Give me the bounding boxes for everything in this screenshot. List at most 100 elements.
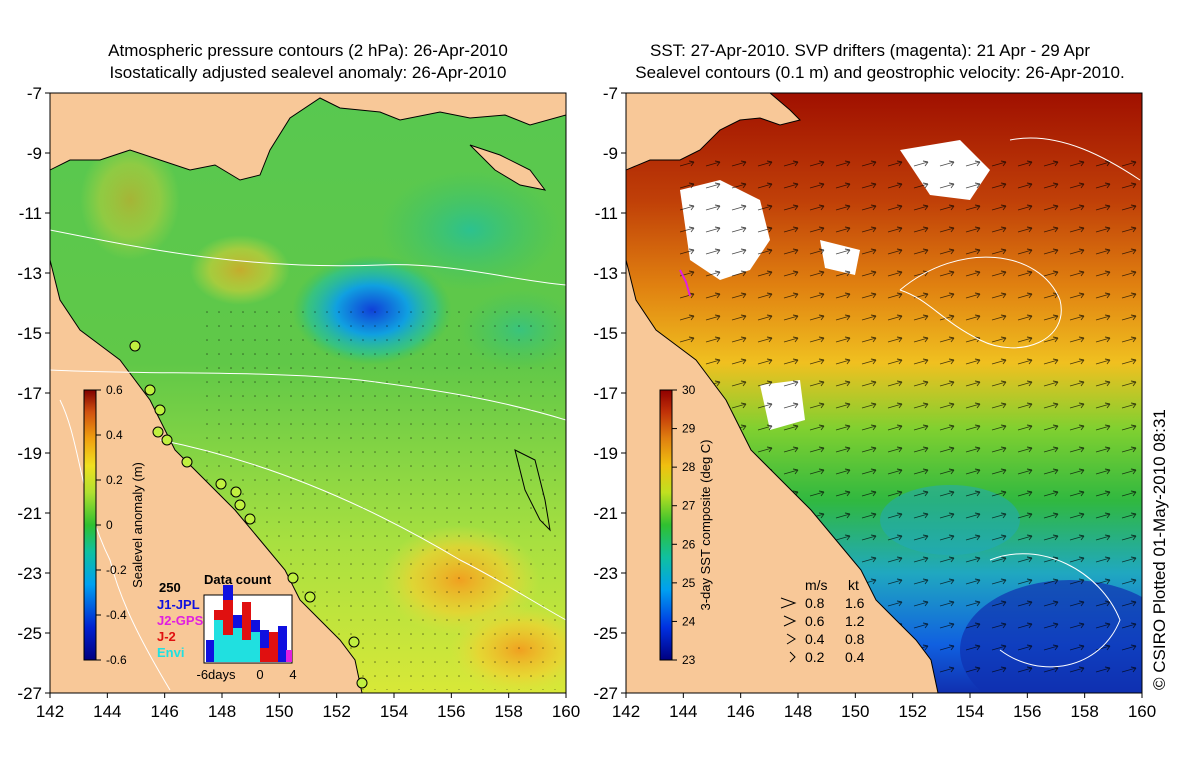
anomaly-colorbar-tick-label: -0.6 — [106, 653, 127, 667]
velocity-key: m/s kt 0.8 1.6 0.6 1.2 0.4 0.8 0.2 0.4 — [780, 577, 865, 665]
anomaly-colorbar-tick-label: -0.2 — [106, 563, 127, 577]
right-lon-tick-label: 150 — [841, 702, 869, 721]
velocity-key-ms: 0.2 — [805, 649, 825, 665]
inset-legend-item: J-2 — [157, 629, 176, 644]
left-lat-tick-label: -13 — [17, 264, 42, 283]
left-lon-tick-label: 150 — [265, 702, 293, 721]
anomaly-colorbar-tick-label: -0.4 — [106, 608, 127, 622]
inset-x-tick-label: -6days — [196, 667, 236, 682]
left-lat-tick-label: -17 — [17, 384, 42, 403]
right-title-line2: Sealevel contours (0.1 m) and geostrophi… — [635, 63, 1125, 82]
velocity-key-kt: 1.6 — [845, 595, 865, 611]
sst-colorbar-tick-label: 24 — [682, 614, 696, 628]
right-lat-tick-label: -11 — [595, 204, 618, 223]
inset-bars — [203, 585, 293, 664]
sst-colorbar-scale — [659, 389, 673, 661]
right-map — [626, 93, 1142, 693]
right-lon-tick-label: 160 — [1128, 702, 1156, 721]
sst-colorbar-tick-label: 28 — [682, 460, 696, 474]
anomaly-colorbar-tick-label: 0.6 — [106, 383, 123, 397]
left-lat-tick-label: -25 — [17, 624, 42, 643]
inset-x-tick-label: 4 — [289, 667, 296, 682]
inset-legend-item: J1-JPL — [157, 597, 200, 612]
inset-x-tick-label: 0 — [256, 667, 263, 682]
right-lat-tick-label: -25 — [593, 624, 618, 643]
velocity-key-kt: 0.8 — [845, 631, 865, 647]
velocity-key-arrow — [789, 651, 796, 663]
right-lat-tick-label: -27 — [593, 684, 618, 703]
velocity-key-arrow — [780, 597, 797, 609]
left-lon-tick-label: 142 — [36, 702, 64, 721]
left-lat-tick-label: -9 — [27, 144, 42, 163]
png-land — [50, 93, 566, 181]
right-lon-tick-label: 148 — [784, 702, 812, 721]
right-lat-tick-label: -21 — [593, 504, 618, 523]
velocity-key-arrow — [783, 615, 797, 627]
velocity-key-header-ms: m/s — [805, 577, 828, 593]
anomaly-colorbar-scale — [83, 389, 97, 661]
anomaly-colorbar-tick-label: 0.4 — [106, 428, 123, 442]
anomaly-colorbar-tick-label: 0.2 — [106, 473, 123, 487]
left-lon-tick-label: 146 — [150, 702, 178, 721]
left-lat-tick-label: -21 — [17, 504, 42, 523]
right-lat-tick-label: -23 — [593, 564, 618, 583]
australia-land-right — [626, 259, 939, 693]
right-title-line1: SST: 27-Apr-2010. SVP drifters (magenta)… — [649, 41, 1091, 60]
left-lat-tick-label: -27 — [17, 684, 42, 703]
left-axes: 142 144 146 148 150 152 154 156 158 160 -7 -9 -11 -13… — [17, 84, 580, 721]
right-lon-tick-label: 146 — [726, 702, 754, 721]
left-lat-tick-label: -23 — [17, 564, 42, 583]
velocity-key-arrow — [786, 633, 796, 645]
velocity-key-header-kt: kt — [848, 577, 859, 593]
velocity-key-ms: 0.4 — [805, 631, 825, 647]
left-lon-tick-label: 154 — [380, 702, 408, 721]
sst-colorbar: 30 29 28 27 26 25 24 23 3-day SST composite (de… — [659, 383, 713, 667]
anomaly-colorbar: 0.6 0.4 0.2 0 -0.2 -0.4 -0.6 Sealevel anomaly … — [83, 383, 145, 667]
left-title-line1: Atmospheric pressure contours (2 hPa): 2… — [108, 41, 508, 60]
left-lon-tick-label: 156 — [437, 702, 465, 721]
sst-colorbar-tick-label: 23 — [682, 653, 696, 667]
velocity-key-ms: 0.6 — [805, 613, 825, 629]
right-lat-tick-label: -13 — [593, 264, 618, 283]
right-lat-tick-label: -15 — [593, 324, 618, 343]
velocity-key-ms: 0.8 — [805, 595, 825, 611]
right-lon-tick-label: 152 — [898, 702, 926, 721]
credit-text: © CSIRO Plotted 01-May-2010 08:31 — [1150, 409, 1169, 690]
right-lat-tick-label: -17 — [593, 384, 618, 403]
left-lat-tick-label: -15 — [17, 324, 42, 343]
left-lon-tick-label: 144 — [93, 702, 121, 721]
right-axes: 142 144 146 148 150 152 154 156 158 160 -7 -9 -11 -13… — [593, 84, 1156, 721]
sst-colorbar-tick-label: 30 — [682, 383, 696, 397]
inset-legend-item: J2-GPS — [157, 613, 204, 628]
left-lon-tick-label: 152 — [322, 702, 350, 721]
inset-ymax-label: 250 — [159, 580, 181, 595]
right-lat-tick-label: -9 — [603, 144, 618, 163]
left-lat-tick-label: -7 — [27, 84, 42, 103]
sst-colorbar-tick-label: 27 — [682, 499, 696, 513]
left-lon-tick-label: 158 — [494, 702, 522, 721]
left-lon-tick-label: 148 — [208, 702, 236, 721]
sst-colorbar-tick-label: 26 — [682, 537, 696, 551]
left-lat-tick-label: -11 — [19, 204, 42, 223]
svp-drifter-track — [679, 269, 691, 297]
png-land-right — [626, 93, 801, 171]
inset-x-ticks: -6days 0 4 — [196, 667, 296, 682]
left-map — [50, 93, 566, 693]
velocity-key-kt: 1.2 — [845, 613, 865, 629]
anomaly-colorbar-tick-label: 0 — [106, 518, 113, 532]
inset-legend-item: Envi — [157, 645, 184, 660]
right-lon-tick-label: 156 — [1013, 702, 1041, 721]
left-lat-tick-label: -19 — [17, 444, 42, 463]
sst-colorbar-label: 3-day SST composite (deg C) — [698, 440, 713, 611]
anomaly-colorbar-label: Sealevel anomaly (m) — [130, 462, 145, 588]
inset-title: Data count — [204, 572, 272, 587]
left-lon-tick-label: 160 — [552, 702, 580, 721]
right-lat-tick-label: -19 — [593, 444, 618, 463]
right-lon-tick-label: 154 — [956, 702, 984, 721]
left-title-line2: Isostatically adjusted sealevel anomaly:… — [109, 63, 507, 82]
sst-colorbar-tick-label: 25 — [682, 576, 696, 590]
right-lon-tick-label: 142 — [612, 702, 640, 721]
